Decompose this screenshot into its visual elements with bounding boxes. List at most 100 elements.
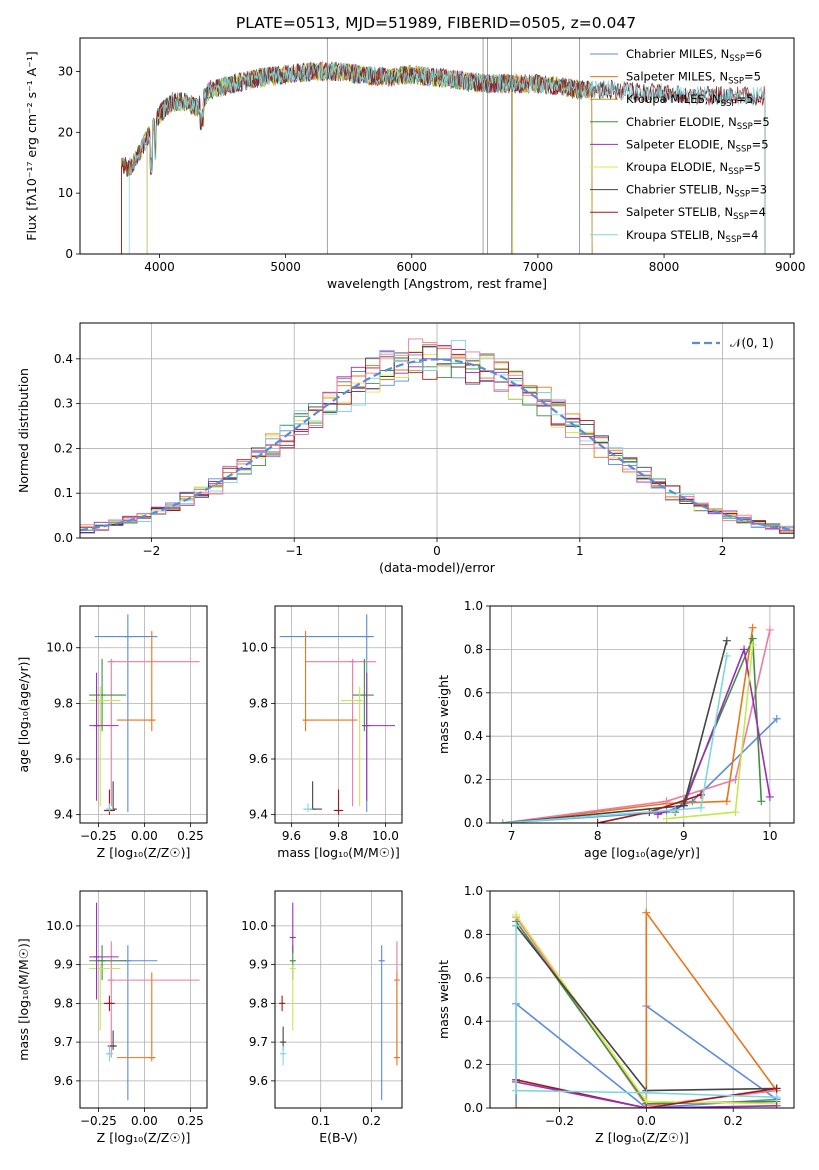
- y-tick-label: 10: [58, 186, 73, 200]
- series-marker: [642, 1104, 651, 1108]
- series-line: [502, 655, 728, 823]
- x-tick-label: −0.25: [80, 829, 117, 843]
- series-marker: [748, 641, 757, 650]
- axes-frame: [489, 605, 795, 824]
- y-tick-label: 9.9: [249, 958, 268, 972]
- chart-massweight_vs_age: 7 8 9 10 0.0 0.2 0.4 0.6 0.8 1.0 age [log₁₀(age/yr…: [436, 599, 795, 860]
- spectrum-line: [146, 61, 514, 254]
- y-tick-label: 0.0: [464, 1101, 483, 1115]
- axes-frame: [274, 890, 403, 1109]
- x-axis-label: (data-model)/error: [379, 560, 496, 575]
- y-tick-label: 0.1: [54, 486, 73, 500]
- figure-title: PLATE=0513, MJD=51989, FIBERID=0505, z=0…: [236, 14, 636, 32]
- x-tick-label: 0.00: [131, 829, 158, 843]
- x-tick-label: 0.0: [637, 1114, 656, 1128]
- y-tick-label: 0.3: [54, 397, 73, 411]
- x-tick-label: 0.00: [131, 1114, 158, 1128]
- x-tick-label: −0.2: [545, 1114, 574, 1128]
- series-marker: [593, 819, 602, 823]
- plot-area: [512, 908, 781, 1108]
- chart-residuals: −2 −1 0 1 2 0.0 0.1 0.2 0.3 0.4 (data-model)/error…: [16, 322, 795, 575]
- axes-frame: [79, 890, 208, 1109]
- spectrum-line: [146, 62, 514, 254]
- legend-value: =5: [744, 160, 761, 174]
- axes-frame: [274, 605, 403, 824]
- x-tick-label: 8: [594, 829, 602, 843]
- histogram-step: [80, 339, 794, 531]
- series-marker: [512, 1086, 521, 1095]
- y-tick-label: 9.6: [54, 752, 73, 766]
- y-tick-label: 20: [58, 125, 73, 139]
- y-tick-label: 9.8: [54, 996, 73, 1010]
- legend: 𝒩(0, 1): [692, 336, 774, 350]
- y-tick-label: 0: [65, 247, 73, 261]
- series-marker: [679, 801, 688, 810]
- x-axis-label: age [log₁₀(age/yr)]: [584, 845, 700, 860]
- y-axis-label: mass weight: [436, 960, 451, 1039]
- series-marker: [772, 1084, 781, 1093]
- y-tick-label: 0.4: [54, 352, 73, 366]
- plot-area: [121, 38, 766, 254]
- plot-area: [279, 614, 395, 815]
- x-tick-label: 7: [508, 829, 516, 843]
- x-tick-label: 10.0: [372, 829, 399, 843]
- y-axis-label: Flux [fλ10⁻¹⁷ erg cm⁻² s⁻¹ A⁻¹]: [24, 51, 39, 240]
- chart-age_vs_Z: −0.25 0.00 0.25 9.4 9.6 9.8 10.0 Z [log₁₀(Z/Z☉)…: [16, 605, 208, 860]
- y-axis-label: mass [log₁₀(M/M☉)]: [16, 938, 31, 1060]
- spectrum-line: [121, 62, 766, 254]
- x-tick-label: 6000: [396, 260, 427, 274]
- series-marker: [662, 797, 671, 806]
- x-tick-label: −0.25: [80, 1114, 117, 1128]
- series-marker: [512, 921, 521, 930]
- x-tick-label: 9: [680, 829, 688, 843]
- figure-panels: 4000 5000 6000 7000 8000 90000102030wavelengt…: [16, 37, 805, 1145]
- axes-frame: [79, 37, 795, 255]
- series-marker: [671, 805, 680, 814]
- x-tick-label: 10: [762, 829, 777, 843]
- x-tick-label: 9.8: [329, 829, 348, 843]
- axes-frame: [79, 605, 208, 824]
- legend-subscript: SSP: [737, 122, 753, 132]
- y-tick-label: 10.0: [241, 641, 268, 655]
- x-tick-label: −1: [285, 544, 303, 558]
- legend-label: Salpeter STELIB, NSSP=4: [626, 205, 766, 222]
- series-marker: [731, 808, 740, 817]
- legend-label: Chabrier MILES, NSSP=6: [626, 47, 762, 64]
- legend-value: =3: [750, 183, 767, 197]
- series-marker: [772, 1101, 781, 1108]
- legend-label: Salpeter MILES, NSSP=5: [626, 70, 761, 87]
- y-tick-label: 10.0: [241, 919, 268, 933]
- legend-label: Salpeter ELODIE, NSSP=5: [626, 137, 769, 154]
- series-marker: [772, 714, 781, 723]
- series-marker: [772, 1093, 781, 1102]
- x-tick-label: 7000: [523, 260, 554, 274]
- chart-spectrum: 4000 5000 6000 7000 8000 9000 0 10 20 30 wavelengt…: [24, 37, 805, 291]
- legend-value: =6: [745, 47, 762, 61]
- y-axis-label: age [log₁₀(age/yr)]: [16, 657, 31, 773]
- spectrum-line: [128, 61, 766, 254]
- y-tick-label: 9.8: [249, 996, 268, 1010]
- x-tick-label: 0.25: [177, 1114, 204, 1128]
- x-tick-label: 4000: [144, 260, 175, 274]
- series-marker: [512, 910, 521, 919]
- y-tick-label: 0.0: [464, 816, 483, 830]
- y-tick-label: 0.8: [464, 642, 483, 656]
- x-tick-label: −2: [143, 544, 161, 558]
- chart-age_vs_mass: 9.6 9.8 10.0 9.4 9.6 9.8 10.0 mass [log₁₀(M/M☉)…: [241, 605, 403, 860]
- legend-label: Chabrier STELIB, NSSP=3: [626, 183, 767, 200]
- y-tick-label: 9.6: [249, 1074, 268, 1088]
- legend-subscript: SSP: [734, 190, 750, 200]
- legend-subscript: SSP: [721, 99, 737, 109]
- y-axis-label: Normed distribution: [16, 368, 31, 493]
- series-marker: [757, 797, 766, 806]
- legend-subscript: SSP: [729, 54, 745, 64]
- plot-area: [498, 623, 781, 823]
- plot-area: [89, 902, 200, 1101]
- x-tick-label: 0: [433, 544, 441, 558]
- legend-label: 𝒩(0, 1): [730, 336, 774, 350]
- y-axis-label: mass weight: [436, 675, 451, 754]
- series-marker: [722, 636, 731, 645]
- plot-area: [279, 902, 400, 1101]
- legend-value: =4: [741, 228, 758, 242]
- x-axis-label: Z [log₁₀(Z/Z☉)]: [97, 845, 191, 860]
